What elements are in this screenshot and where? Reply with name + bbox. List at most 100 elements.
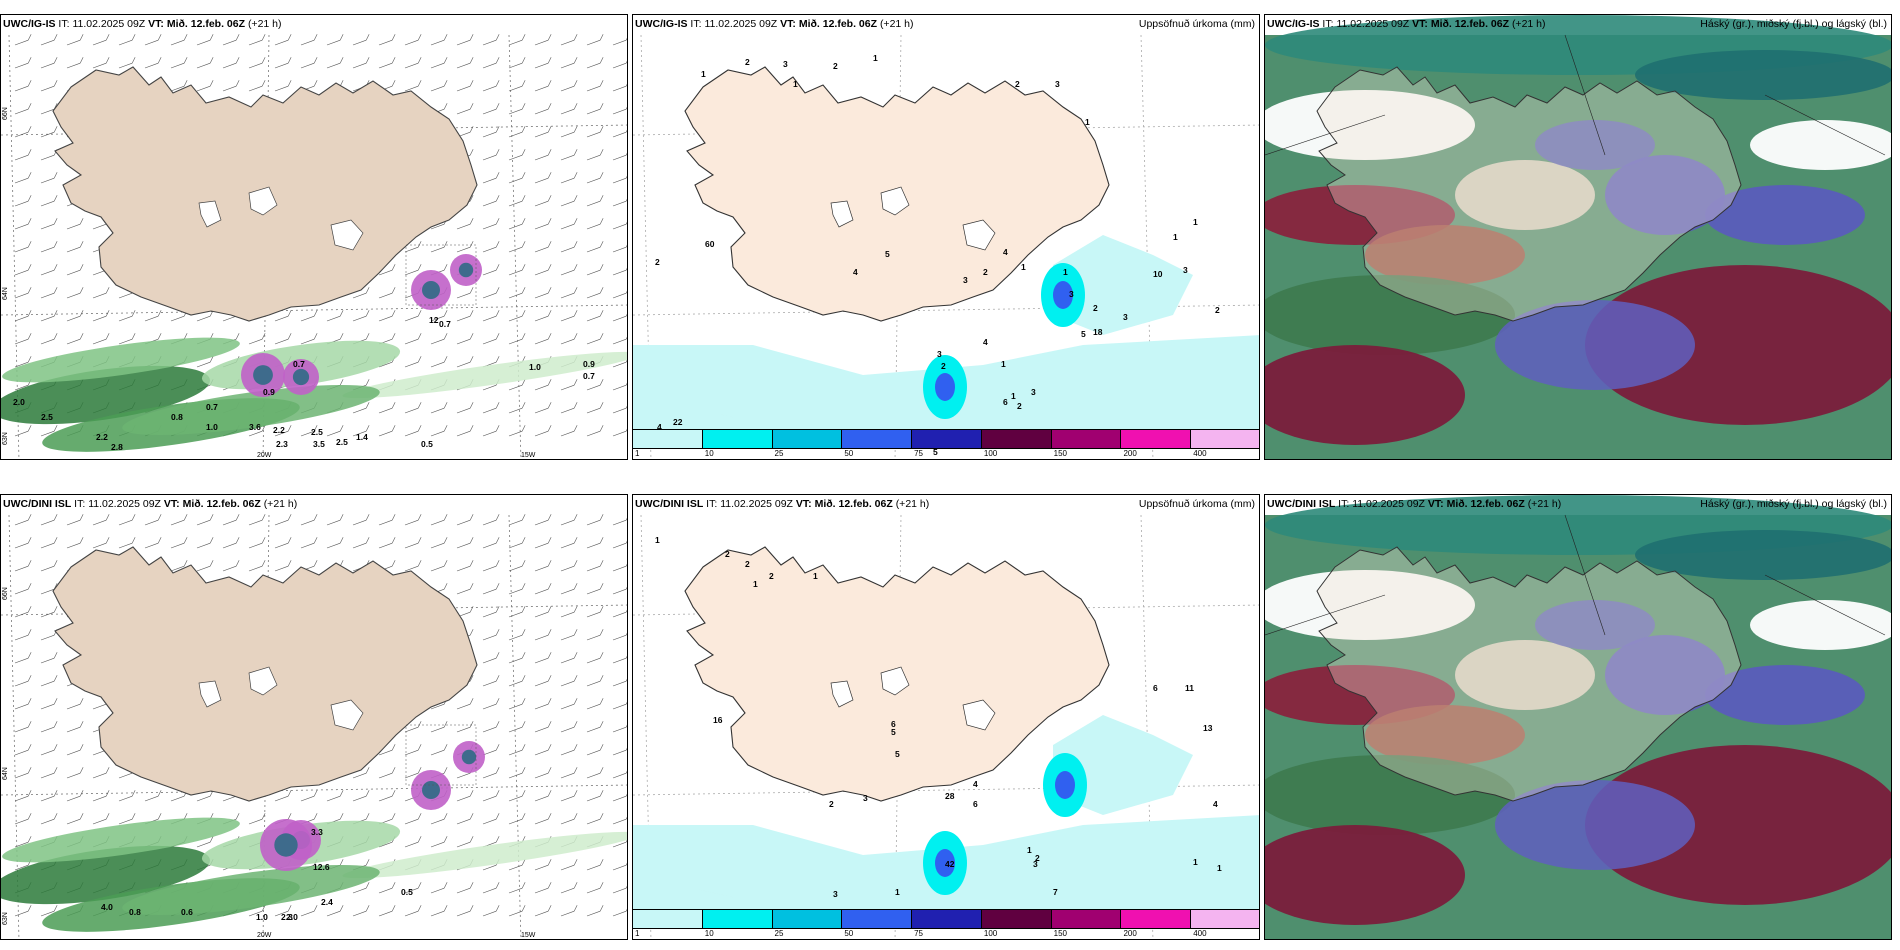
valid-time: Mið. 12.feb. 06Z	[166, 18, 246, 30]
wind-barb	[482, 726, 497, 733]
wind-barb-flag	[27, 195, 32, 202]
wind-barb	[40, 338, 55, 345]
wind-barb-flag	[183, 537, 188, 544]
wind-barb	[508, 887, 523, 894]
wind-barb	[586, 131, 601, 138]
wind-barb-flag	[625, 770, 627, 774]
wind-barb-flag	[183, 80, 188, 87]
wind-barb	[612, 361, 627, 368]
wind-barb-flag	[209, 34, 214, 41]
wind-barb-flag	[443, 241, 448, 248]
precip-cell-core	[935, 373, 955, 401]
wind-barb-flag	[625, 609, 627, 613]
wind-barb	[352, 315, 367, 322]
wind-barb-flag	[599, 813, 604, 820]
wind-barb	[456, 818, 471, 825]
wind-barb-flag	[495, 103, 500, 110]
wind-barb	[40, 818, 55, 825]
precip-value-label: 1	[813, 571, 818, 581]
precip-value-label: 2	[1215, 305, 1220, 315]
wind-barb-flag	[521, 80, 526, 87]
colorbar-segment	[1191, 429, 1259, 449]
wind-barb-flag	[495, 721, 500, 728]
wind-barb-flag	[547, 195, 552, 202]
wind-barb-flag	[469, 583, 474, 590]
precip-value-label: 1	[1085, 117, 1090, 127]
wind-barb-flag	[443, 310, 448, 317]
cloud-blob	[1605, 635, 1725, 715]
wind-barb-flag	[625, 60, 627, 64]
wind-barb	[404, 726, 419, 733]
cloud-blob	[1585, 745, 1891, 905]
precip-value-label: 2.2	[273, 425, 285, 435]
wind-barb	[508, 657, 523, 664]
wind-barb	[456, 315, 471, 322]
wind-barb-flag	[183, 34, 188, 41]
wind-barb-flag	[365, 34, 370, 41]
wind-barb-flag	[573, 402, 578, 409]
wind-barb	[14, 361, 29, 368]
iceland-landmass	[52, 66, 478, 322]
wind-barb-flag	[599, 514, 604, 521]
wind-barb	[612, 246, 627, 253]
it-label: IT:	[706, 498, 718, 510]
valid-time: Mið. 12.feb. 06Z	[182, 498, 261, 510]
wind-barb	[508, 384, 523, 391]
wind-barb	[378, 749, 393, 756]
region-boundary	[1564, 34, 1606, 156]
wind-barb	[274, 315, 289, 322]
wind-barb-flag	[27, 218, 32, 225]
wind-barb-flag	[547, 675, 552, 682]
wind-barb	[40, 430, 55, 437]
panel-header: UWC/IG-IS IT: 11.02.2025 09Z VT: Mið. 12…	[3, 18, 282, 30]
model-name: UWC/IG-IS	[3, 18, 56, 30]
precip-value-label: 6	[1003, 397, 1008, 407]
wind-barb	[92, 292, 107, 299]
wind-barb-flag	[339, 813, 344, 820]
wind-barb	[456, 407, 471, 414]
wind-barb-flag	[27, 172, 32, 179]
wind-barb	[612, 39, 627, 46]
wind-barb	[14, 864, 29, 871]
wind-barb-flag	[53, 698, 58, 705]
wind-barb-flag	[547, 583, 552, 590]
wind-barb	[274, 795, 289, 802]
wind-barb-flag	[495, 80, 500, 87]
wind-barb-flag	[599, 379, 604, 386]
wind-barb	[40, 292, 55, 299]
wind-barb	[40, 246, 55, 253]
wind-barb-flag	[495, 537, 500, 544]
precip-area-light	[1053, 715, 1193, 815]
wind-barb	[196, 565, 211, 572]
wind-barb-flag	[625, 793, 627, 797]
precip-value-label: 3.6	[249, 422, 261, 432]
colorbar-tick-label: 400	[1193, 449, 1207, 458]
wind-barb	[430, 565, 445, 572]
precip-value-label: 2.0	[286, 912, 298, 922]
wind-barb-flag	[547, 882, 552, 889]
wind-barb	[508, 703, 523, 710]
wind-barb	[534, 611, 549, 618]
wind-barb-flag	[391, 333, 396, 340]
wind-barb-flag	[79, 537, 84, 544]
hatched-ice-region	[405, 244, 477, 306]
wind-barb-flag	[599, 310, 604, 317]
glacier-outline	[330, 699, 364, 731]
wind-barb	[534, 680, 549, 687]
init-time: 11.02.2025 09Z	[704, 18, 778, 30]
wind-barb-flag	[573, 218, 578, 225]
wind-barb-flag	[287, 514, 292, 521]
colorbar-tick-label: 1	[635, 929, 640, 938]
wind-barb	[534, 565, 549, 572]
wind-barb	[40, 588, 55, 595]
wind-barb-flag	[599, 333, 604, 340]
wind-barb	[560, 154, 575, 161]
panel-header: UWC/DINI ISL IT: 11.02.2025 09Z VT: Mið.…	[3, 498, 297, 510]
wind-barb	[612, 680, 627, 687]
wind-barb	[560, 430, 575, 437]
wind-barb-flag	[573, 172, 578, 179]
wind-barb	[170, 542, 185, 549]
wind-barb	[612, 177, 627, 184]
precip-value-label: 1	[1217, 863, 1222, 873]
wind-barb	[534, 223, 549, 230]
